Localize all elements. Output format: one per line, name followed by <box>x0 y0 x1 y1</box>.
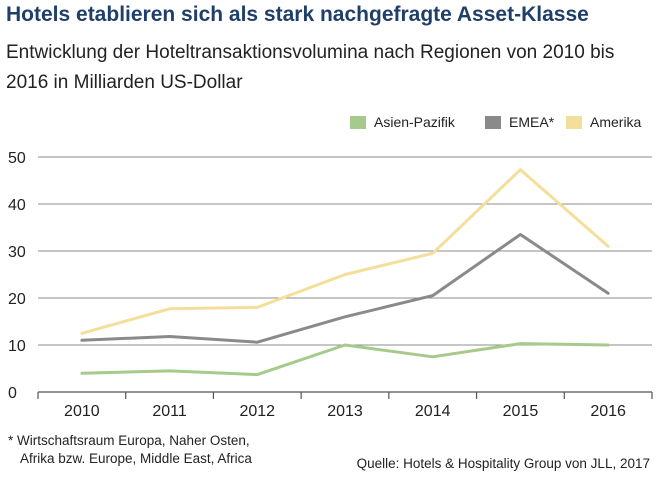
y-tick-label: 40 <box>8 197 26 214</box>
y-tick-label: 0 <box>8 385 17 402</box>
x-tick-label: 2012 <box>239 403 275 420</box>
footnote-line-1: * Wirtschaftsraum Europa, Naher Osten, <box>8 433 250 448</box>
x-tick-label: 2013 <box>327 403 363 420</box>
legend-label: EMEA* <box>509 114 555 130</box>
x-tick-label: 2016 <box>590 403 626 420</box>
chart-subtitle: Entwicklung der Hoteltransaktionsvolumin… <box>6 42 615 93</box>
x-axis: 2010 2011 2012 2013 2014 2015 2016 <box>37 391 653 420</box>
legend-swatch <box>485 116 501 129</box>
x-tick-label: 2015 <box>503 403 539 420</box>
footnote: * Wirtschaftsraum Europa, Naher Osten, A… <box>8 432 252 468</box>
legend: Asien-Pazifik EMEA* Amerika <box>350 114 642 130</box>
legend-swatch <box>566 116 582 129</box>
x-tick-label: 2011 <box>152 403 187 420</box>
x-tick-label: 2014 <box>415 403 451 420</box>
legend-swatch <box>350 116 366 129</box>
series-lines <box>80 168 610 377</box>
series-line-asien-pazifik <box>80 342 610 377</box>
y-tick-label: 50 <box>8 150 26 167</box>
legend-label: Amerika <box>590 114 642 130</box>
source-note: Quelle: Hotels & Hospitality Group von J… <box>356 456 650 471</box>
legend-label: Asien-Pazifik <box>374 114 456 130</box>
y-tick-label: 30 <box>8 244 26 261</box>
chart-title: Hotels etablieren sich als stark nachgef… <box>6 3 589 26</box>
y-tick-label: 20 <box>8 291 26 308</box>
y-tick-label: 10 <box>8 338 26 355</box>
footnote-line-2: Afrika bzw. Europe, Middle East, Africa <box>20 451 252 466</box>
x-tick-label: 2010 <box>64 403 100 420</box>
y-axis-ticks: 0 10 20 30 40 50 <box>8 150 26 402</box>
